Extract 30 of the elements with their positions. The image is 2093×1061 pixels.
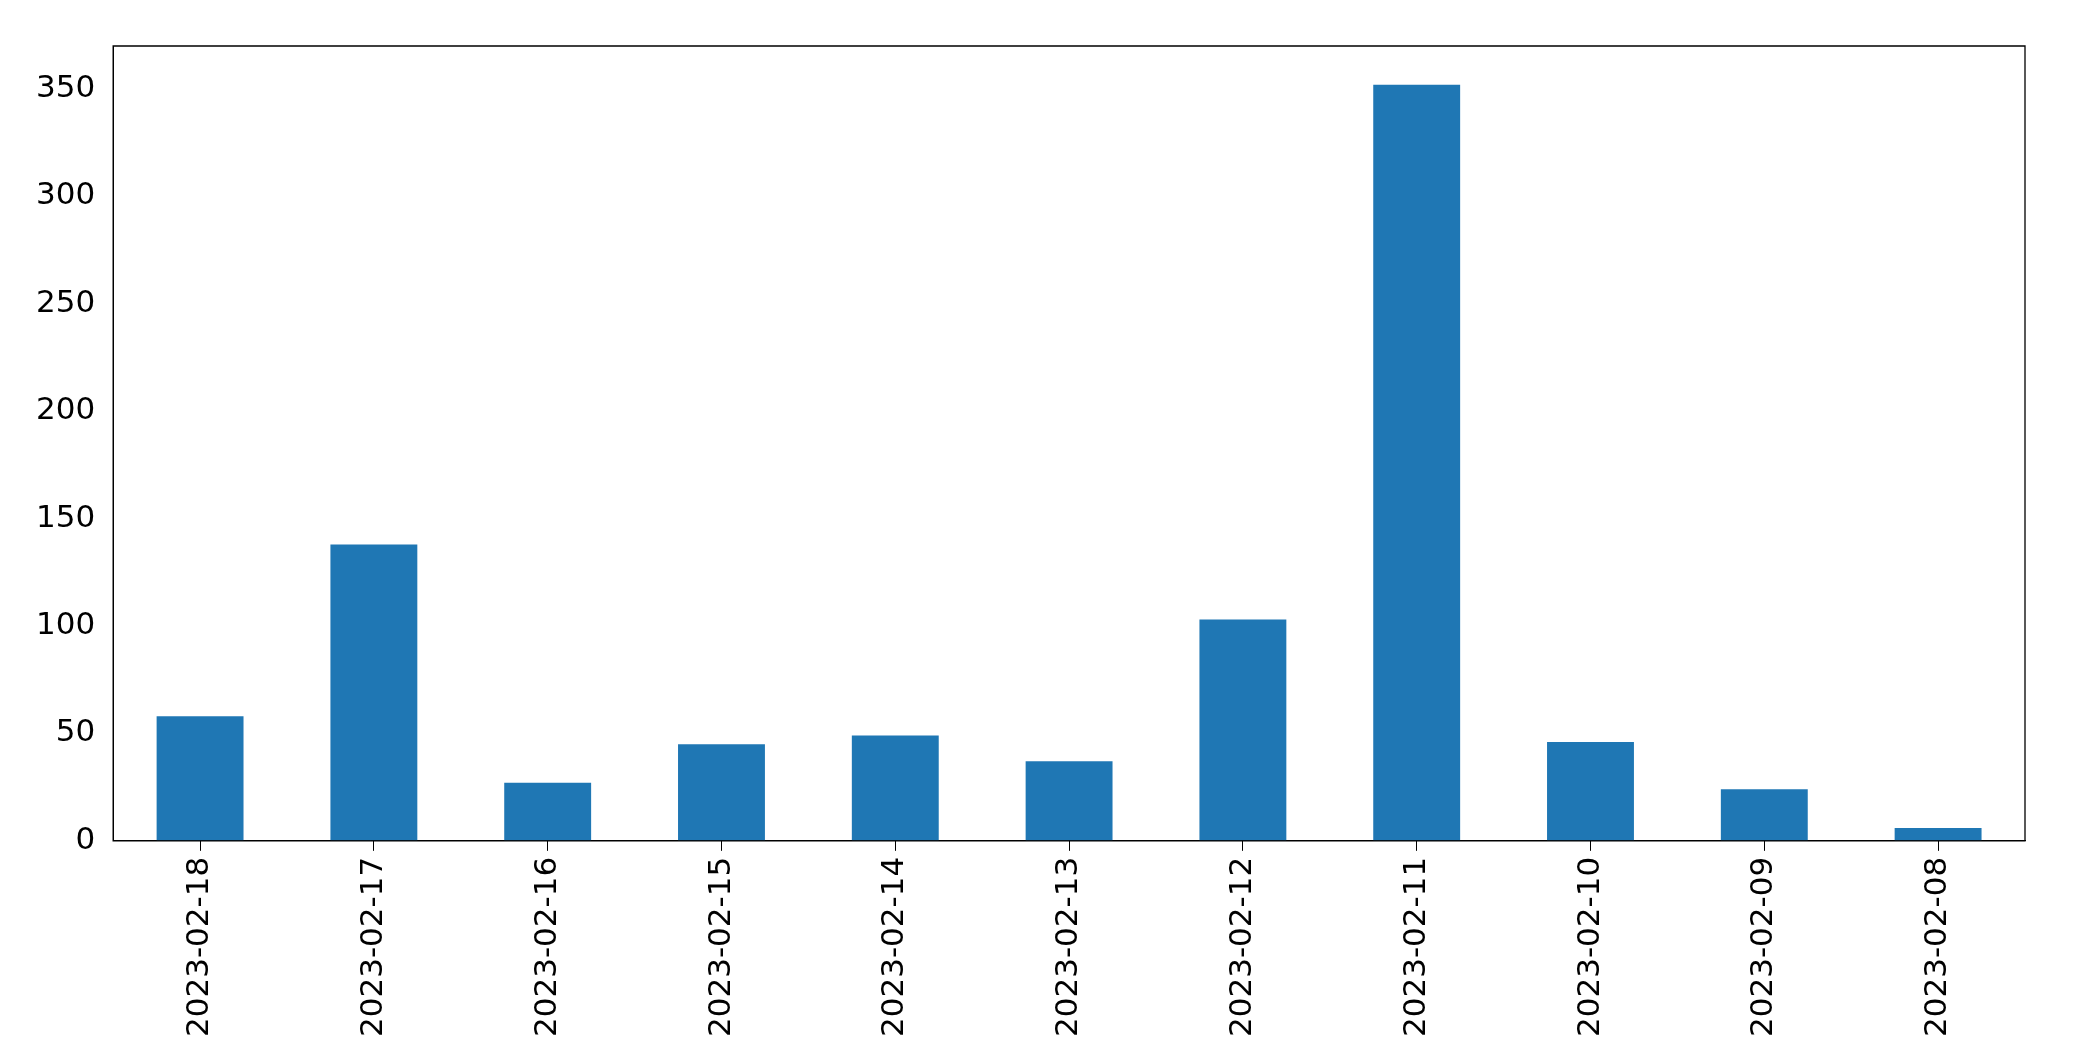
x-tick-label: 2023-02-11	[1395, 856, 1432, 1038]
bar	[1373, 84, 1461, 841]
bar	[1025, 761, 1113, 841]
x-tick-label: 2023-02-10	[1569, 856, 1606, 1038]
x-tick-label: 2023-02-16	[526, 856, 563, 1038]
bar	[156, 716, 244, 841]
x-tick-label: 2023-02-15	[700, 856, 737, 1038]
bar	[851, 735, 939, 841]
y-tick-label: 250	[36, 282, 96, 319]
bar	[504, 782, 592, 841]
bar	[1547, 742, 1634, 841]
x-tick-label: 2023-02-14	[874, 856, 911, 1038]
bar	[1894, 827, 1982, 841]
bar	[1199, 619, 1287, 841]
x-tick-label: 2023-02-09	[1743, 856, 1780, 1038]
y-tick-label: 100	[36, 605, 96, 642]
y-tick-label: 0	[75, 819, 96, 856]
x-tick-label: 2023-02-17	[352, 856, 389, 1038]
x-tick-label: 2023-02-08	[1917, 856, 1954, 1038]
y-tick-label: 200	[36, 390, 96, 427]
x-tick-label: 2023-02-12	[1221, 856, 1258, 1038]
bar	[1720, 789, 1808, 841]
y-tick-label: 300	[36, 175, 96, 212]
y-tick-label: 350	[36, 68, 96, 105]
bar	[330, 544, 418, 841]
x-tick-label: 2023-02-13	[1048, 856, 1085, 1038]
y-tick-label: 50	[55, 712, 96, 749]
x-tick-label: 2023-02-18	[179, 856, 216, 1038]
y-tick-label: 150	[36, 497, 96, 534]
bar	[678, 744, 765, 841]
